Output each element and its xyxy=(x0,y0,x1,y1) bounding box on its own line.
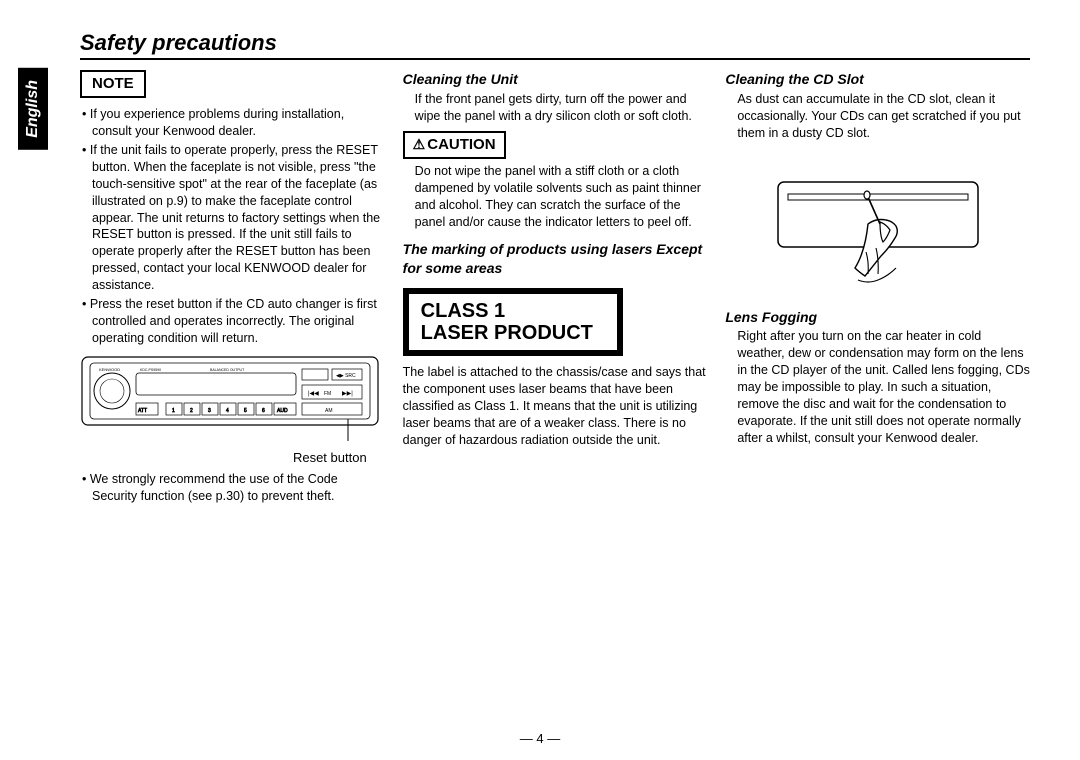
caution-text: Do not wipe the panel with a stiff cloth… xyxy=(403,163,708,231)
svg-text:6: 6 xyxy=(262,408,265,414)
col-3: Cleaning the CD Slot As dust can accumul… xyxy=(725,70,1030,507)
caution-badge: CAUTION xyxy=(403,131,506,159)
note-list: If you experience problems during instal… xyxy=(80,106,385,346)
language-tab: English xyxy=(18,68,48,150)
laser-line1: CLASS 1 xyxy=(421,300,605,322)
page-title: Safety precautions xyxy=(80,30,1030,60)
svg-text:▶▶|: ▶▶| xyxy=(342,391,353,397)
cleaning-unit-text: If the front panel gets dirty, turn off … xyxy=(403,91,708,125)
svg-text:5: 5 xyxy=(244,408,247,414)
note-item: If the unit fails to operate properly, p… xyxy=(80,142,385,294)
svg-text:2: 2 xyxy=(190,408,193,414)
lens-head: Lens Fogging xyxy=(725,308,1030,327)
balanced-text: BALANCED OUTPUT xyxy=(210,368,245,372)
cdslot-text: As dust can accumulate in the CD slot, c… xyxy=(725,91,1030,142)
note-after-list: We strongly recommend the use of the Cod… xyxy=(80,471,385,505)
svg-text:AM: AM xyxy=(325,408,333,414)
note-item: Press the reset button if the CD auto ch… xyxy=(80,296,385,347)
note-item: We strongly recommend the use of the Cod… xyxy=(80,471,385,505)
svg-text:◀▶ SRC: ◀▶ SRC xyxy=(336,373,356,379)
col-1: NOTE If you experience problems during i… xyxy=(80,70,385,507)
laser-head: The marking of products using lasers Exc… xyxy=(403,240,708,278)
svg-text:|◀◀: |◀◀ xyxy=(308,391,319,397)
lens-text: Right after you turn on the car heater i… xyxy=(725,328,1030,446)
svg-text:1: 1 xyxy=(172,408,175,414)
note-badge: NOTE xyxy=(80,70,146,98)
reset-button-label: Reset button xyxy=(80,449,385,467)
model-text: KDC-PS9590 xyxy=(140,368,161,372)
svg-text:3: 3 xyxy=(208,408,211,414)
svg-text:AUD: AUD xyxy=(277,408,288,414)
cleaning-unit-head: Cleaning the Unit xyxy=(403,70,708,89)
cdslot-head: Cleaning the CD Slot xyxy=(725,70,1030,89)
col-2: Cleaning the Unit If the front panel get… xyxy=(403,70,708,507)
svg-text:ATT: ATT xyxy=(138,408,147,414)
laser-text: The label is attached to the chassis/cas… xyxy=(403,364,708,448)
radio-figure: KENWOOD KDC-PS9590 BALANCED OUTPUT ◀▶ SR… xyxy=(80,355,385,448)
svg-text:FM: FM xyxy=(324,391,331,397)
cdslot-figure xyxy=(725,152,1030,302)
laser-product-box: CLASS 1 LASER PRODUCT xyxy=(403,288,623,356)
brand-text: KENWOOD xyxy=(99,367,120,372)
laser-line2: LASER PRODUCT xyxy=(421,322,605,344)
note-item: If you experience problems during instal… xyxy=(80,106,385,140)
svg-text:4: 4 xyxy=(226,408,229,414)
page-number: — 4 — xyxy=(0,731,1080,746)
